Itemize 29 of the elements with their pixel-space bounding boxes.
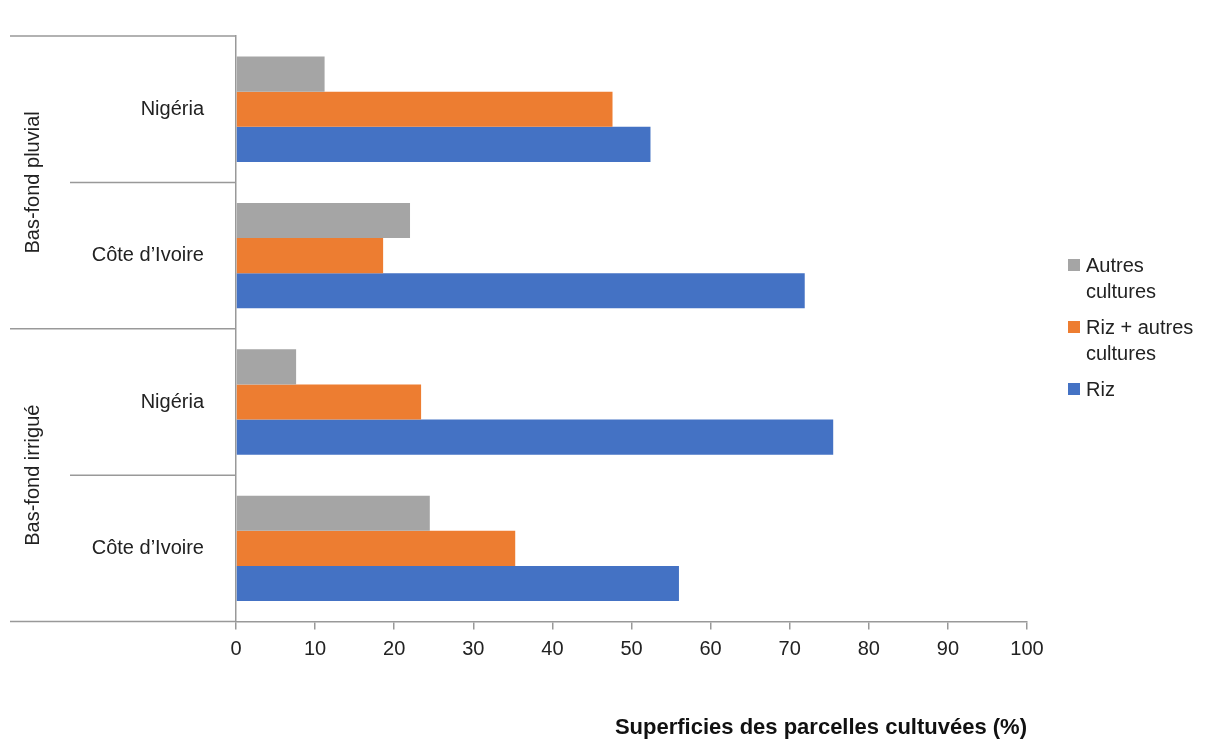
text: Bas-fond irrigué [20,404,43,546]
x-tick-label: 90 [936,637,960,660]
y-tick-label: Nigéria [140,389,205,412]
x-tick-label: 40 [541,637,564,660]
x-tick-label: 50 [620,637,643,660]
bar [236,273,805,309]
legend-label: Autres cultures [1086,253,1158,304]
text: Bas-fond pluvial [20,111,43,254]
x-tick-label: 60 [699,637,722,660]
bar [236,384,422,420]
x-tick-label: 70 [778,637,801,660]
x-tick-label: 100 [1010,637,1044,660]
x-tick-label: 10 [303,637,327,660]
bar [236,419,834,455]
x-tick-label: 80 [857,637,880,660]
bar [236,530,516,566]
bar [236,126,651,162]
x-axis-title: Superficies des parcelles cultuvées (%) [614,713,1027,739]
bar [236,91,613,127]
legend-label: Riz + autres cultures [1086,315,1195,366]
bar [236,565,679,602]
x-tick-label: 20 [383,637,406,660]
x-tick-label: 30 [462,637,485,660]
y-tick-label: Nigéria [140,96,205,119]
bar [236,238,384,274]
x-tick-label: 0 [230,637,242,660]
y-tick-label: Côte d’Ivoire [91,535,204,558]
y-tick-label: Côte d’Ivoire [91,243,204,266]
legend-label: Riz [1086,377,1115,402]
